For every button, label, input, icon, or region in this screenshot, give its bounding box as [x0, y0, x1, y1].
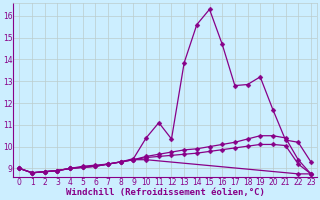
- X-axis label: Windchill (Refroidissement éolien,°C): Windchill (Refroidissement éolien,°C): [66, 188, 265, 197]
